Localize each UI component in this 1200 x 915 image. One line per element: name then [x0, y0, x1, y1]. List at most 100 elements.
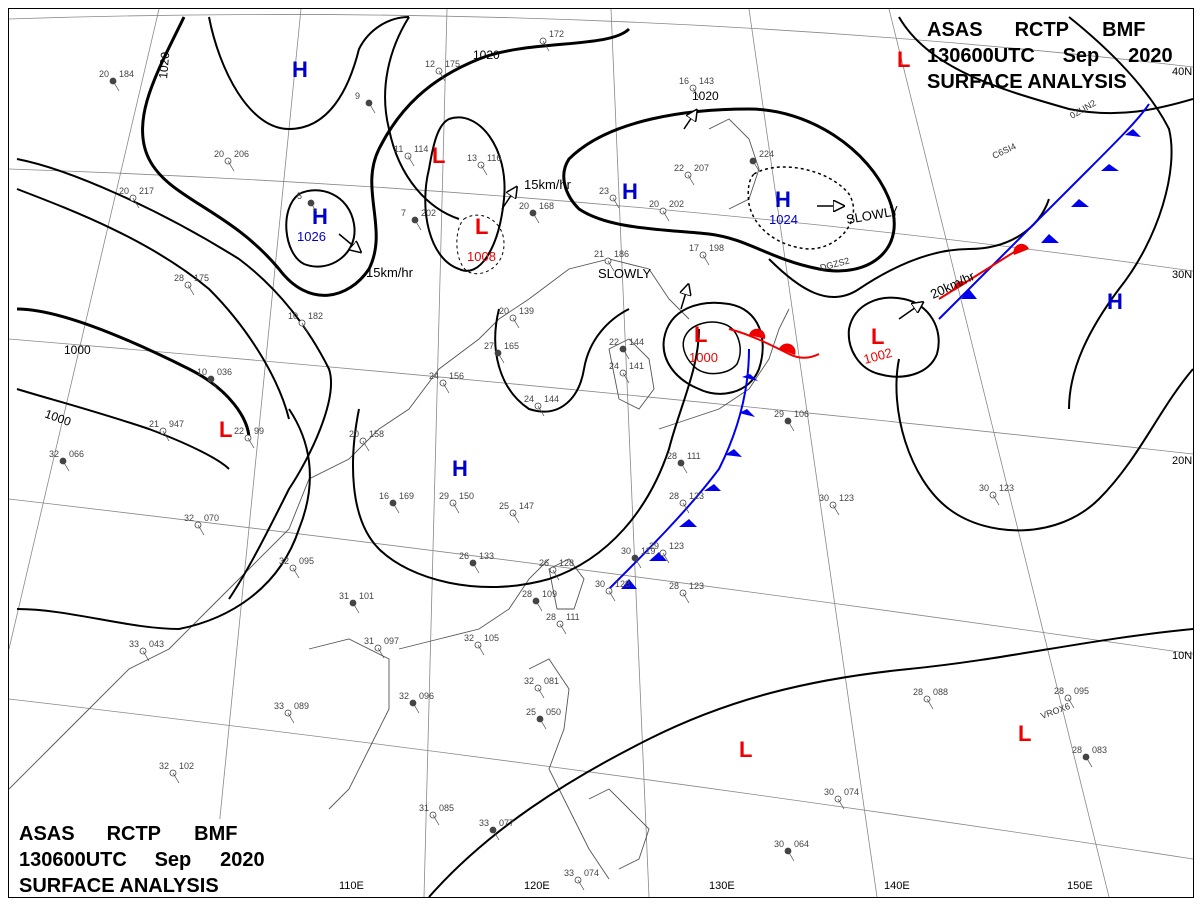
station-plot: 28 123	[669, 491, 704, 514]
latitude-grid	[9, 14, 1193, 860]
high-center-marker: H	[775, 187, 791, 212]
station-pressure: 102	[179, 761, 194, 771]
station-plot: 20 202	[649, 199, 684, 222]
wind-barb	[438, 70, 446, 82]
station-pressure: 114	[414, 144, 428, 154]
wind-barb	[477, 644, 485, 656]
station-plot: 24 156	[429, 371, 464, 394]
motion-label: 15km/hr	[366, 265, 414, 280]
station-plot: 21 186	[594, 249, 629, 272]
station-temperature: 22	[609, 337, 619, 347]
station-temperature: 16	[679, 76, 689, 86]
station-plot: 12 175	[425, 59, 460, 82]
station-plot: 30 128	[595, 579, 630, 602]
station-pressure: 083	[1092, 745, 1107, 755]
wind-barb	[368, 102, 376, 114]
wind-barb	[539, 718, 547, 730]
wind-barb	[702, 254, 710, 266]
station-pressure: 165	[504, 341, 519, 351]
station-plot: 10 182	[288, 311, 323, 334]
station-plot: 28 095	[1054, 686, 1089, 709]
station-pressure: 070	[204, 513, 219, 523]
station-temperature: 20	[519, 201, 529, 211]
station-plot: 30 123	[819, 493, 854, 516]
station-plot: 5	[297, 191, 318, 214]
station-temperature: 13	[467, 153, 477, 163]
isobar-label: 1020	[692, 89, 719, 103]
wind-barb	[197, 524, 205, 536]
wind-barb	[497, 352, 505, 364]
station-plot: 7 202	[401, 208, 436, 231]
station-pressure: 207	[694, 163, 709, 173]
station-plot: 11 114	[394, 144, 428, 167]
station-temperature: 30	[819, 493, 829, 503]
station-pressure: 036	[217, 367, 232, 377]
wind-barb	[392, 502, 400, 514]
high-center-value: 1024	[769, 212, 798, 227]
wind-barb	[622, 372, 630, 384]
station-pressure: 202	[421, 208, 436, 218]
wind-barb	[414, 219, 422, 231]
wind-barb	[634, 557, 642, 569]
station-pressure: 143	[699, 76, 714, 86]
warm-front	[728, 243, 1029, 359]
surface-analysis-map: 1020 1020 1020 1000 1000 H H 1026 L L 10…	[8, 8, 1194, 898]
wind-barb	[142, 650, 150, 662]
station-plot: 10 036	[197, 367, 232, 390]
isobar-label: 1000	[43, 407, 73, 429]
wind-barb	[377, 647, 385, 659]
station-plot: 13 116	[467, 153, 501, 176]
wind-barb	[787, 850, 795, 862]
station-temperature: 20	[499, 306, 509, 316]
station-plot: 32 066	[49, 449, 84, 472]
low-center-value: 1000	[689, 350, 718, 365]
station-plot: 28 083	[1072, 745, 1107, 768]
station-temperature: 30	[621, 546, 631, 556]
wind-barb	[552, 569, 560, 581]
wind-barb	[537, 687, 545, 699]
header-bottom-line1: ASAS RCTP BMF	[19, 821, 265, 847]
motion-label: SLOWLY	[598, 266, 652, 281]
station-plot: 30 064	[774, 839, 809, 862]
station-pressure: 198	[709, 243, 724, 253]
header-product: ASAS	[19, 823, 75, 845]
header-top: ASAS RCTP BMF 130600UTC Sep 2020 SURFACE…	[927, 17, 1173, 95]
wind-barb	[407, 155, 415, 167]
station-pressure: 119	[641, 546, 655, 556]
station-pressure: 150	[459, 491, 474, 501]
wind-barb	[187, 284, 195, 296]
station-temperature: 17	[689, 243, 699, 253]
header-top-line3: SURFACE ANALYSIS	[927, 71, 1127, 93]
station-pressure: 128	[615, 579, 630, 589]
station-temperature: 20	[99, 69, 109, 79]
station-pressure: 947	[169, 419, 184, 429]
wind-barb	[537, 405, 545, 417]
station-pressure: 074	[584, 868, 599, 878]
station-temperature: 22	[674, 163, 684, 173]
wind-barb	[301, 322, 309, 334]
station-temperature: 22	[234, 426, 244, 436]
isobar-label: 1020	[473, 48, 500, 62]
high-center-marker: H	[292, 57, 308, 82]
header-top-line1: ASAS RCTP BMF	[927, 17, 1173, 43]
latitude-label: 30N	[1172, 269, 1192, 281]
latitude-label: 20N	[1172, 455, 1192, 467]
axis-label-group: 110E 120E 130E 140E 150E 40N 30N 20N 10N	[339, 66, 1192, 892]
wind-barb	[62, 460, 70, 472]
wind-barb	[680, 462, 688, 474]
station-pressure: 186	[614, 249, 629, 259]
header-year: 2020	[1128, 45, 1173, 67]
station-pressure: 066	[69, 449, 84, 459]
cold-front	[608, 103, 1150, 590]
motion-label: 15km/hr	[524, 177, 572, 192]
wind-barb	[837, 798, 845, 810]
station-temperature: 33	[129, 639, 139, 649]
station-temperature: 28	[669, 491, 679, 501]
station-pressure: 097	[384, 636, 399, 646]
isobar-label: 1000	[64, 343, 91, 357]
station-temperature: 12	[425, 59, 435, 69]
station-plot: 30 119	[621, 546, 655, 569]
station-temperature: 9	[355, 91, 360, 101]
station-temperature: 32	[49, 449, 59, 459]
